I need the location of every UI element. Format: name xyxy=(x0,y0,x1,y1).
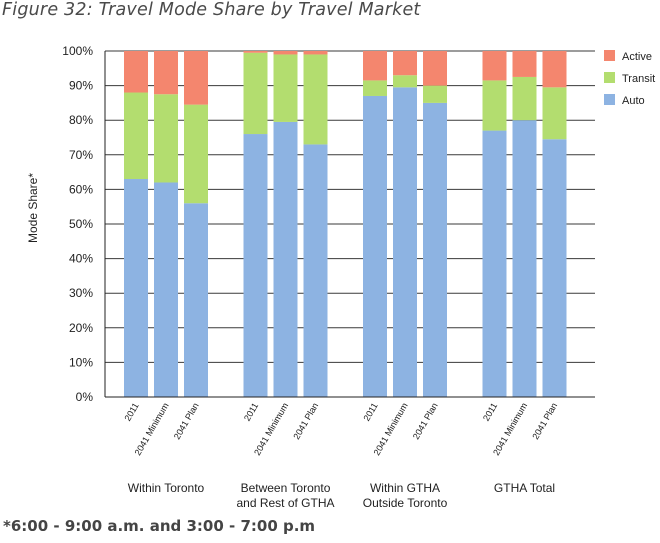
legend-label: Transit xyxy=(622,73,655,85)
bar-segment-active xyxy=(273,51,298,55)
y-tick-label: 0% xyxy=(76,390,94,404)
bar-segment-transit xyxy=(482,80,507,131)
y-tick-label: 70% xyxy=(69,148,93,162)
group-label: Within Toronto xyxy=(128,481,205,495)
x-tick-label: 2011 xyxy=(242,401,260,423)
group-label: Within GTHA Outside Toronto xyxy=(363,481,448,510)
legend-label: Auto xyxy=(622,95,645,107)
bar-segment-active xyxy=(243,51,268,53)
x-tick-label: 2041 Plan xyxy=(530,401,559,441)
legend-swatch-auto xyxy=(604,94,615,105)
bar-segment-auto xyxy=(303,144,328,397)
legend-swatch-active xyxy=(604,50,615,61)
x-tick-label: 2041 Plan xyxy=(172,401,201,441)
bar-segment-transit xyxy=(363,80,387,96)
y-tick-label: 100% xyxy=(62,44,93,58)
bar-segment-auto xyxy=(393,87,417,397)
x-tick-label: 2011 xyxy=(361,401,379,423)
figure-title: Figure 32: Travel Mode Share by Travel M… xyxy=(2,0,421,20)
axes xyxy=(104,51,595,398)
bar-segment-auto xyxy=(154,182,178,397)
legend-swatch-transit xyxy=(604,72,615,83)
y-tick-label: 40% xyxy=(69,252,93,266)
x-tick-label: 2041 Plan xyxy=(411,401,440,441)
bar-segment-auto xyxy=(512,120,537,397)
group-label: Between Toronto and Rest of GTHA xyxy=(236,481,334,510)
bar-segment-active xyxy=(542,51,567,88)
legend-label: Active xyxy=(622,51,652,63)
bar-segment-auto xyxy=(423,102,447,398)
y-tick-label: 90% xyxy=(69,79,93,93)
bar-segment-transit xyxy=(154,94,178,183)
bar-segment-transit xyxy=(393,75,417,88)
bar-segment-auto xyxy=(542,139,567,398)
y-tick-label: 80% xyxy=(69,113,93,127)
y-tick-label: 20% xyxy=(69,321,93,335)
bar-segment-auto xyxy=(482,130,507,397)
x-tick-label: 2011 xyxy=(122,401,140,423)
bar-segment-transit xyxy=(184,104,208,204)
x-tick-label: 2041 Plan xyxy=(291,401,320,441)
y-axis-label: Mode Share* xyxy=(26,173,40,243)
bar-segment-transit xyxy=(273,54,298,122)
bar-segment-active xyxy=(482,51,507,81)
y-tick-labels: 0% 10% 20% 30% 40% 50% 60% 70% 80% 90% 100% xyxy=(62,44,93,404)
bar-segment-auto xyxy=(273,121,298,398)
y-tick-label: 50% xyxy=(69,217,93,231)
bar-segment-active xyxy=(363,51,387,81)
y-tick-label: 30% xyxy=(69,286,93,300)
bar-segment-auto xyxy=(124,179,148,397)
stacked-bar-chart: 0% 10% 20% 30% 40% 50% 60% 70% 80% 90% 100% 2011 20… xyxy=(26,44,655,510)
bar-segment-transit xyxy=(542,87,567,140)
y-tick-label: 10% xyxy=(69,355,93,369)
legend: Active Transit Auto xyxy=(604,50,655,107)
bar-segment-active xyxy=(184,51,208,105)
bar-segment-active xyxy=(512,51,537,77)
bar-segment-active xyxy=(393,51,417,76)
bar-segment-transit xyxy=(423,85,447,103)
bar-segment-transit xyxy=(243,52,268,135)
bar-segment-transit xyxy=(124,92,148,180)
footnote: *6:00 - 9:00 a.m. and 3:00 - 7:00 p.m xyxy=(3,517,316,535)
bar-segment-transit xyxy=(512,76,537,121)
bar-segment-active xyxy=(154,51,178,95)
y-tick-label: 60% xyxy=(69,182,93,196)
bar-segment-transit xyxy=(303,54,328,145)
group-labels: Within Toronto Between Toronto and Rest of… xyxy=(128,481,555,510)
group-label: GTHA Total xyxy=(494,481,555,495)
bar-segment-active xyxy=(303,51,328,55)
bar-segment-auto xyxy=(243,134,268,398)
bar-segment-auto xyxy=(184,203,208,397)
bar-segment-active xyxy=(423,51,447,86)
x-tick-label: 2011 xyxy=(481,401,499,423)
bar-segment-auto xyxy=(363,95,387,397)
bar-segment-active xyxy=(124,51,148,93)
bars xyxy=(124,51,567,398)
